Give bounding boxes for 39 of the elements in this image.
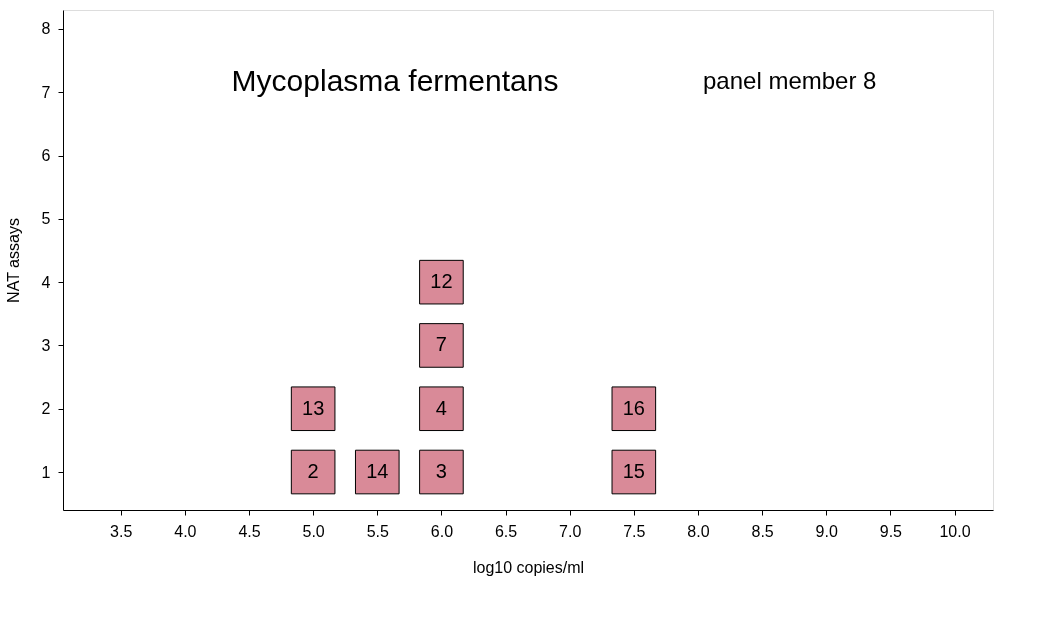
annotation: 13 xyxy=(302,396,325,419)
point xyxy=(419,323,464,368)
y-tick-label: 6 xyxy=(41,147,51,165)
x-tick-label: 7.0 xyxy=(559,522,582,540)
point xyxy=(290,449,336,495)
y-tick-label: 3 xyxy=(41,336,51,354)
point xyxy=(419,386,464,432)
x-tick-label: 5.0 xyxy=(302,522,325,540)
annotation: 14 xyxy=(366,460,389,483)
x-tick-label: 3.5 xyxy=(110,522,133,540)
x-tick-label: 9.0 xyxy=(815,522,838,540)
x-tick-label: 6.0 xyxy=(430,522,454,540)
annotation: panel member 8 xyxy=(703,67,877,94)
y-tick-label: 8 xyxy=(41,20,51,38)
annotation: 15 xyxy=(622,460,645,483)
x-tick-label: 8.0 xyxy=(687,522,710,540)
y-tick-label: 2 xyxy=(41,400,51,418)
y-axis-title: NAT assays xyxy=(4,218,22,303)
x-tick-label: 8.5 xyxy=(751,522,774,540)
y-tick-label: 4 xyxy=(41,273,51,291)
x-tick-label: 10.0 xyxy=(939,522,971,540)
annotation: 2 xyxy=(307,460,319,483)
x-tick-label: 5.5 xyxy=(366,522,389,540)
annotation: 4 xyxy=(435,396,447,419)
y-tick-label: 5 xyxy=(41,210,51,228)
x-tick-label: 9.5 xyxy=(879,522,903,540)
annotation: 16 xyxy=(622,396,645,419)
point xyxy=(419,449,464,495)
annotation: 7 xyxy=(435,333,447,356)
annotation: 12 xyxy=(430,270,453,293)
text: Mycoplasma fermentans xyxy=(231,64,559,97)
x-tick-label: 6.5 xyxy=(494,522,518,540)
y-tick-label: 7 xyxy=(41,83,51,101)
x-tick-label: 7.5 xyxy=(623,522,646,540)
x-tick-label: 4.5 xyxy=(238,522,261,540)
annotation: 3 xyxy=(435,460,447,483)
y-tick-label: 1 xyxy=(41,463,51,481)
x-tick-label: 4.0 xyxy=(174,522,197,540)
x-axis-title: log10 copies/ml xyxy=(472,558,585,576)
